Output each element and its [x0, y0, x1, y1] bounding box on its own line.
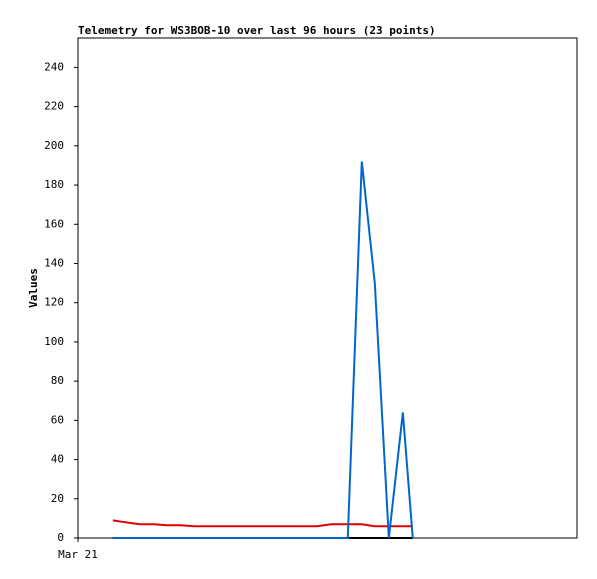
- y-tick-label: 180: [44, 178, 64, 191]
- y-tick-label: 100: [44, 335, 64, 348]
- y-axis-label: Values: [27, 268, 40, 308]
- y-tick-label: 120: [44, 296, 64, 309]
- x-tick-label: Mar 21: [58, 548, 98, 561]
- y-tick-label: 240: [44, 60, 64, 73]
- y-tick-label: 60: [51, 413, 64, 426]
- y-tick-label: 0: [57, 531, 64, 544]
- y-tick-label: 220: [44, 100, 64, 113]
- y-tick-label: 160: [44, 217, 64, 230]
- chart-title: Telemetry for WS3BOB-10 over last 96 hou…: [78, 24, 436, 37]
- y-tick-label: 20: [51, 492, 64, 505]
- y-tick-label: 40: [51, 453, 64, 466]
- series-line: [112, 519, 413, 528]
- y-tick-label: 200: [44, 139, 64, 152]
- series-line: [112, 161, 414, 539]
- y-tick-label: 80: [51, 374, 64, 387]
- y-tick-label: 140: [44, 256, 64, 269]
